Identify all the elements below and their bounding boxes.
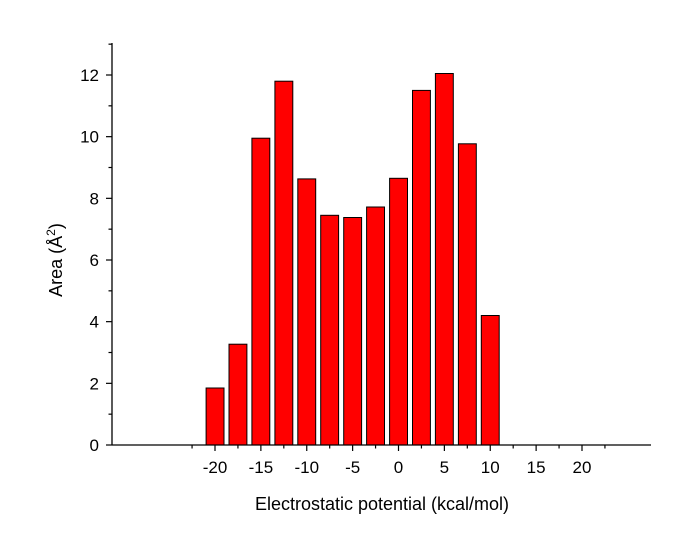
x-tick-label: 15 [527, 458, 546, 477]
bar-0 [205, 387, 225, 446]
x-tick-label: 20 [573, 458, 592, 477]
x-tick-label: -5 [345, 458, 360, 477]
x-axis-title: Electrostatic potential (kcal/mol) [255, 494, 509, 514]
bar-6 [343, 217, 363, 446]
bar-5 [320, 214, 340, 446]
bar-12 [480, 315, 500, 446]
bar-2 [251, 137, 271, 446]
x-tick-label: -15 [249, 458, 274, 477]
y-tick-label: 0 [90, 436, 99, 455]
x-tick-label: 5 [440, 458, 449, 477]
y-ticks-group: 0 2 4 6 8 10 12 [80, 43, 112, 455]
bar-4 [297, 178, 317, 446]
y-tick-label: 12 [80, 66, 99, 85]
bar-10 [434, 73, 454, 446]
y-tick-label: 10 [80, 128, 99, 147]
bar-11 [457, 143, 477, 446]
x-tick-label: -20 [203, 458, 228, 477]
bar-9 [412, 89, 431, 446]
axes-group [111, 43, 651, 446]
bar-7 [366, 206, 386, 446]
y-axis-title: Area (Å2) [44, 223, 66, 297]
x-tick-label: 0 [394, 458, 403, 477]
bar-1 [228, 343, 248, 446]
x-tick-label: 10 [481, 458, 500, 477]
x-tick-label: -10 [294, 458, 319, 477]
x-ticks-group: -20 -15 -10 -5 0 5 10 15 20 [191, 445, 606, 477]
y-tick-label: 8 [90, 189, 99, 208]
bars-group [205, 73, 500, 446]
y-tick-label: 4 [90, 313, 99, 332]
y-tick-label: 2 [90, 374, 99, 393]
bar-8 [389, 177, 409, 446]
bar-3 [274, 80, 294, 446]
y-tick-label: 6 [90, 251, 99, 270]
